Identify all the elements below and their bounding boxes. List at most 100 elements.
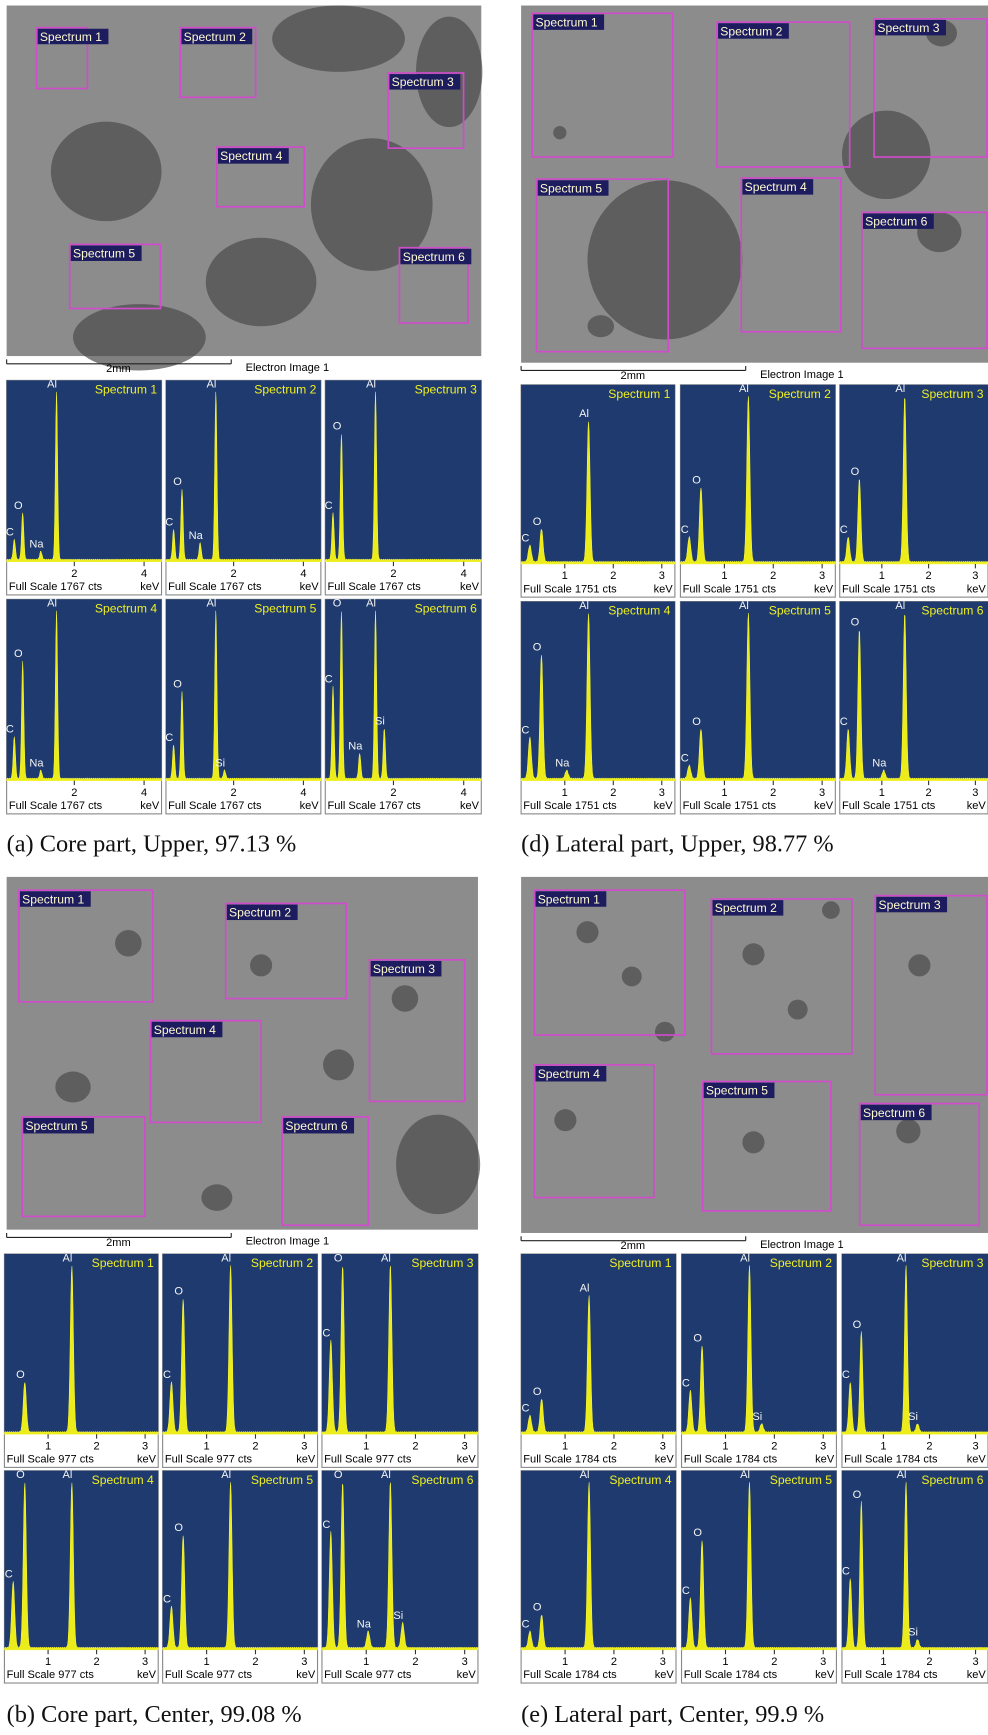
peak-label: Na bbox=[555, 757, 570, 769]
peak-label: C bbox=[322, 1519, 330, 1531]
x-tick-label: 2 bbox=[252, 1440, 258, 1452]
unit: keV bbox=[654, 583, 674, 595]
x-tick-label: 1 bbox=[45, 1440, 51, 1452]
peak-label: O bbox=[533, 1602, 542, 1614]
unit: keV bbox=[655, 1454, 675, 1466]
panel: Spectrum 1Spectrum 2Spectrum 3Spectrum 4… bbox=[521, 877, 988, 1728]
spectrum-title: Spectrum 3 bbox=[411, 1256, 473, 1270]
peak-label: C bbox=[163, 1593, 171, 1605]
peak-label: Na bbox=[348, 741, 363, 753]
x-tick-label: 2 bbox=[252, 1656, 258, 1668]
x-tick-label: 3 bbox=[972, 570, 978, 582]
peak-label: Si bbox=[393, 1610, 403, 1622]
peak-label: Al bbox=[366, 598, 376, 610]
region-label: Spectrum 3 bbox=[373, 962, 435, 976]
x-tick-label: 1 bbox=[562, 787, 568, 799]
full-scale: Full Scale 1751 cts bbox=[683, 800, 777, 812]
x-tick-label: 4 bbox=[141, 787, 147, 799]
peak-label: C bbox=[681, 753, 689, 765]
full-scale: Full Scale 1767 cts bbox=[9, 581, 103, 593]
x-tick-label: 3 bbox=[659, 787, 665, 799]
peak-label: Si bbox=[375, 715, 385, 727]
x-tick-label: 1 bbox=[721, 570, 727, 582]
region-label: Spectrum 2 bbox=[715, 901, 777, 915]
x-tick-label: 2 bbox=[926, 570, 932, 582]
region-label: Spectrum 1 bbox=[535, 15, 597, 29]
x-tick-label: 2 bbox=[926, 787, 932, 799]
x-tick-label: 3 bbox=[972, 787, 978, 799]
peak-label: Si bbox=[908, 1411, 918, 1423]
panel: Spectrum 1Spectrum 2Spectrum 3Spectrum 5… bbox=[521, 6, 988, 858]
x-tick-label: 1 bbox=[879, 570, 885, 582]
x-tick-label: 1 bbox=[204, 1440, 210, 1452]
peak-label: O bbox=[333, 598, 342, 610]
unit: keV bbox=[457, 1454, 477, 1466]
peak-label: C bbox=[325, 500, 333, 512]
peak-label: C bbox=[521, 724, 529, 736]
full-scale: Full Scale 1751 cts bbox=[523, 583, 617, 595]
x-tick-label: 3 bbox=[972, 1440, 978, 1452]
full-scale: Full Scale 1767 cts bbox=[327, 800, 421, 812]
peak-label: O bbox=[533, 516, 542, 528]
peak-label: Al bbox=[221, 1252, 231, 1264]
caption: (d) Lateral part, Upper, 98.77 % bbox=[521, 831, 834, 858]
full-scale: Full Scale 977 cts bbox=[7, 1454, 95, 1466]
x-tick-label: 2 bbox=[771, 1656, 777, 1668]
pore bbox=[73, 304, 206, 370]
unit: keV bbox=[140, 800, 160, 812]
pore bbox=[51, 122, 162, 222]
region-label: Spectrum 4 bbox=[154, 1023, 216, 1037]
spectrum-plot bbox=[840, 385, 988, 564]
full-scale: Full Scale 977 cts bbox=[7, 1669, 95, 1681]
spectrum-title: Spectrum 6 bbox=[415, 602, 477, 616]
region-label: Spectrum 6 bbox=[403, 250, 465, 264]
spectrum-plot bbox=[680, 602, 835, 781]
x-tick-label: 3 bbox=[142, 1440, 148, 1452]
full-scale: Full Scale 1751 cts bbox=[683, 583, 777, 595]
peak-label: Al bbox=[580, 1282, 590, 1294]
region-label: Spectrum 5 bbox=[25, 1119, 87, 1133]
peak-label: O bbox=[14, 500, 23, 512]
spectrum-plot bbox=[521, 385, 675, 564]
unit: keV bbox=[967, 800, 987, 812]
x-tick-label: 4 bbox=[300, 568, 306, 580]
spectrum-plot bbox=[521, 1471, 676, 1650]
peak-label: C bbox=[682, 1585, 690, 1597]
region-label: Spectrum 1 bbox=[22, 892, 84, 906]
full-scale: Full Scale 1767 cts bbox=[327, 581, 421, 593]
x-tick-label: 2 bbox=[610, 787, 616, 799]
unit: keV bbox=[814, 800, 834, 812]
full-scale: Full Scale 1784 cts bbox=[523, 1454, 617, 1466]
x-tick-label: 3 bbox=[462, 1656, 468, 1668]
x-tick-label: 3 bbox=[301, 1656, 307, 1668]
x-tick-label: 1 bbox=[880, 1440, 886, 1452]
unit: keV bbox=[300, 581, 320, 593]
peak-label: O bbox=[692, 474, 701, 486]
peak-label: O bbox=[693, 1332, 702, 1344]
pore bbox=[201, 1184, 232, 1211]
region-label: Spectrum 4 bbox=[745, 180, 807, 194]
full-scale: Full Scale 1751 cts bbox=[842, 583, 936, 595]
unit: keV bbox=[967, 1454, 987, 1466]
x-tick-label: 2 bbox=[770, 787, 776, 799]
peak-label: Na bbox=[872, 757, 887, 769]
x-tick-label: 3 bbox=[819, 787, 825, 799]
pore bbox=[554, 1109, 576, 1131]
full-scale: Full Scale 1767 cts bbox=[168, 581, 262, 593]
caption: (b) Core part, Center, 99.08 % bbox=[7, 1701, 302, 1728]
peak-label: O bbox=[173, 476, 182, 488]
peak-label: C bbox=[521, 1403, 529, 1415]
pore bbox=[822, 901, 840, 919]
full-scale: Full Scale 977 cts bbox=[165, 1669, 253, 1681]
peak-label: Al bbox=[579, 408, 589, 420]
peak-label: Al bbox=[740, 1252, 750, 1264]
region-label: Spectrum 2 bbox=[229, 906, 291, 920]
peak-label: Na bbox=[357, 1618, 372, 1630]
x-tick-label: 4 bbox=[461, 568, 467, 580]
peak-label: Na bbox=[29, 757, 44, 769]
x-tick-label: 1 bbox=[45, 1656, 51, 1668]
unit: keV bbox=[814, 583, 834, 595]
spectrum-plot bbox=[521, 1254, 676, 1434]
pore bbox=[115, 930, 142, 957]
